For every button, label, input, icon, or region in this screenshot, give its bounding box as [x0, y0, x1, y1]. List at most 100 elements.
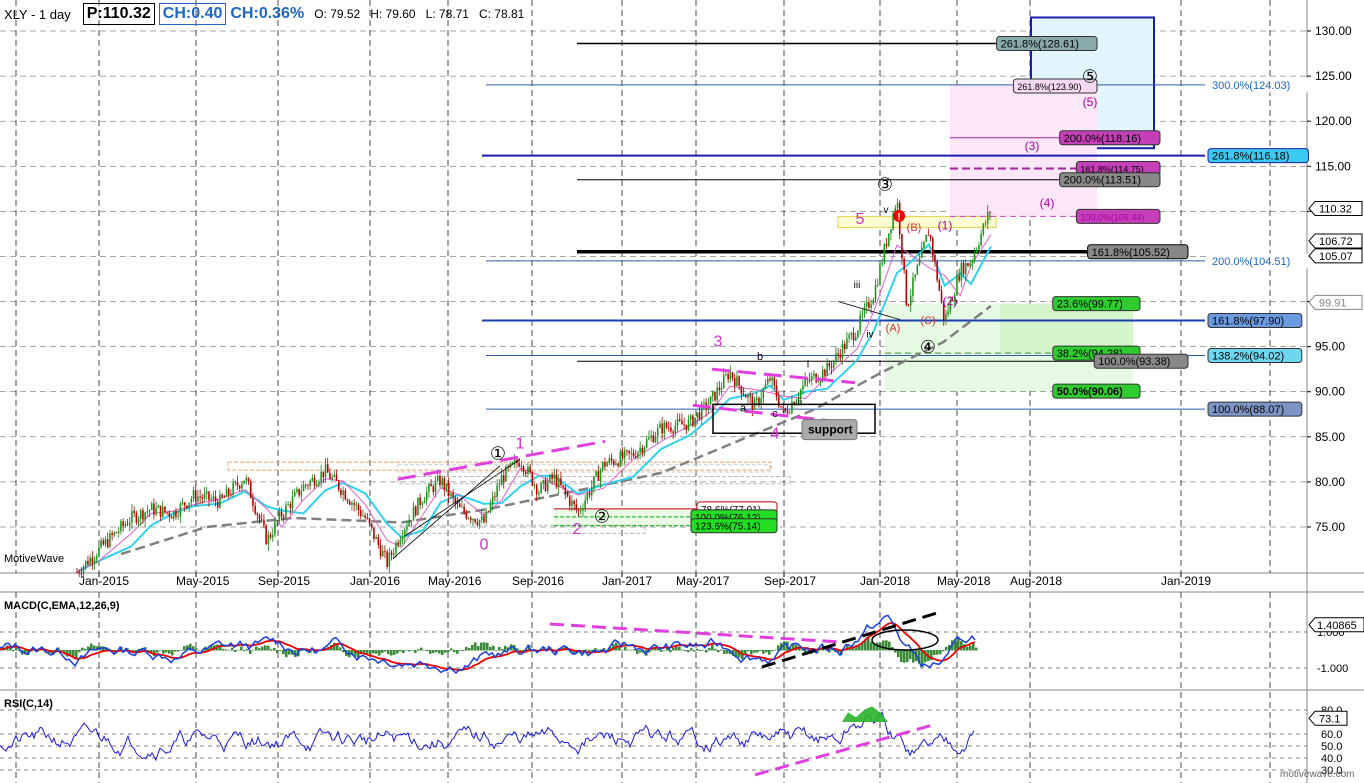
- macd-bar: [906, 650, 909, 663]
- macd-bar: [90, 643, 93, 651]
- macd-bar: [756, 650, 759, 653]
- wave-label: iv: [866, 330, 873, 341]
- candle-body: [524, 471, 527, 474]
- macd-bar: [429, 650, 432, 654]
- candle-body: [166, 511, 168, 513]
- candle-body: [813, 373, 815, 377]
- macd-bar: [705, 650, 708, 653]
- macd-bar: [603, 648, 606, 651]
- candle-body: [177, 516, 179, 518]
- candle-body: [835, 353, 837, 361]
- candle-body: [674, 425, 677, 433]
- macd-divergence-line: [549, 622, 841, 644]
- wave-label: (2): [943, 294, 958, 308]
- macd-bar: [804, 650, 807, 653]
- candle-body: [716, 387, 718, 401]
- level-label: 161.8%(105.52): [1092, 247, 1170, 259]
- candle-body: [593, 476, 595, 487]
- candle-body: [131, 510, 133, 523]
- candle-body: [615, 463, 617, 465]
- candle-body: [758, 397, 760, 405]
- candle-body: [546, 481, 549, 492]
- macd-bar: [288, 650, 291, 655]
- candle-body: [109, 533, 111, 548]
- candle-body: [912, 277, 914, 296]
- candle-body: [821, 369, 824, 380]
- macd-bar: [726, 650, 729, 654]
- candle-body: [951, 299, 954, 301]
- macd-bar: [15, 647, 18, 651]
- rsi-title: RSI(C,14): [4, 698, 53, 710]
- support-box: [712, 403, 876, 434]
- candle-body: [337, 480, 340, 490]
- macd-bar: [93, 645, 96, 651]
- candle-body: [692, 415, 694, 427]
- candle-body: [956, 275, 958, 295]
- candle-body: [309, 480, 311, 486]
- candle-body: [590, 486, 593, 496]
- macd-bar: [954, 638, 957, 651]
- macd-bar: [648, 650, 651, 653]
- highlight-zone-yellow: [837, 215, 997, 229]
- candle-body: [522, 466, 525, 472]
- candle-body: [432, 486, 435, 493]
- candle-body: [579, 510, 582, 512]
- candle-body: [729, 372, 732, 380]
- macd-bar: [396, 650, 399, 654]
- candle-body: [762, 388, 765, 399]
- change-pct: CH:0.36%: [230, 5, 305, 22]
- candle-body: [254, 505, 256, 514]
- y-tick-label: 75.00: [1315, 520, 1345, 534]
- candle-body: [518, 463, 520, 467]
- candle-body: [577, 510, 580, 511]
- candle-body: [430, 484, 432, 487]
- candle-body: [153, 503, 155, 515]
- candle-body: [340, 489, 342, 495]
- candle-body: [659, 423, 661, 428]
- alert-icon-glyph: !: [897, 212, 900, 223]
- range-box: [399, 524, 646, 534]
- candle-body: [472, 518, 474, 521]
- macd-bar: [186, 645, 189, 651]
- candle-body: [703, 402, 705, 404]
- macd-bar: [276, 650, 279, 654]
- macd-bar: [300, 650, 303, 651]
- macd-bar: [696, 648, 699, 651]
- macd-trendline: [761, 610, 941, 669]
- candle-body: [584, 500, 586, 510]
- rsi-tick: 50.0: [1321, 741, 1342, 753]
- candle-body: [641, 447, 644, 453]
- macd-bar: [162, 650, 165, 654]
- candle-body: [487, 511, 490, 513]
- candle-body: [533, 484, 536, 486]
- wave-label: 5: [856, 211, 865, 228]
- candle-body: [876, 284, 879, 286]
- candle-body: [804, 378, 806, 386]
- candle-body: [683, 424, 685, 426]
- watermark-url: motivewave.com: [1280, 769, 1355, 780]
- ma-200-line: [120, 305, 992, 556]
- candle-body: [326, 464, 329, 473]
- macd-ellipse: [871, 629, 939, 651]
- candle-body: [397, 542, 399, 545]
- candle-body: [436, 475, 439, 481]
- candle-body: [392, 553, 395, 555]
- macd-bar: [516, 648, 519, 651]
- level-label: 261.8%(116.18): [1212, 151, 1289, 163]
- macd-bar: [453, 650, 456, 653]
- candle-body: [749, 395, 751, 397]
- macd-bar: [492, 645, 495, 651]
- candle-body: [597, 471, 600, 481]
- candle-body: [619, 452, 622, 467]
- macd-bar: [831, 648, 834, 651]
- candle-body: [214, 496, 217, 502]
- candle-body: [300, 491, 303, 496]
- macd-bar: [702, 649, 705, 651]
- candle-body: [725, 374, 727, 376]
- macd-bar: [858, 645, 861, 651]
- candle-body: [841, 343, 844, 359]
- x-tick-label: Jan-2016: [350, 574, 400, 588]
- candle-body: [82, 566, 85, 574]
- candle-body: [883, 244, 886, 263]
